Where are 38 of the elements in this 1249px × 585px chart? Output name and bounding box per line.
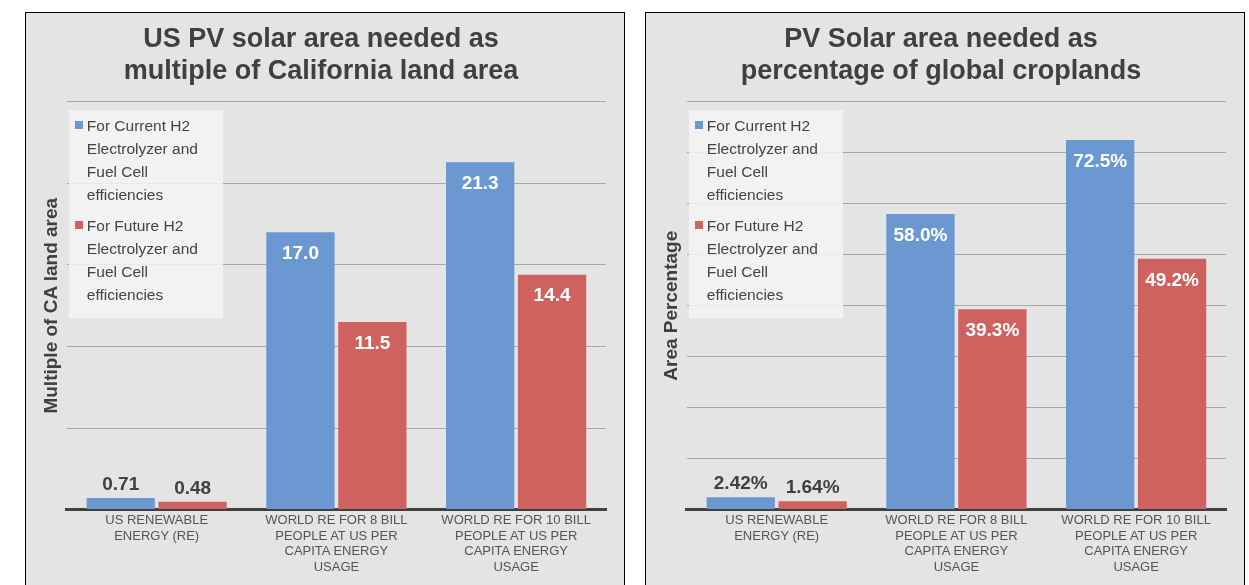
- data-label: 1.64%: [785, 475, 840, 497]
- y-axis-title: Area Percentage: [659, 230, 681, 381]
- chart-title: PV Solar area needed as percentage of global croplands: [740, 22, 1142, 86]
- legend-label: For Current H2 Electrolyzer and Fuel Cell efficiencies: [86, 115, 199, 205]
- data-label: 21.3: [461, 171, 499, 193]
- x-tick-label: WORLD RE FOR 8 BILL PEOPLE AT US PER CAPITA ENERGY USAGE: [885, 511, 1028, 574]
- data-label: 39.3%: [965, 319, 1020, 340]
- bar: [86, 498, 155, 510]
- y-axis-title: Multiple of CA land area: [39, 197, 61, 414]
- data-label: 11.5: [354, 331, 391, 353]
- bar: [958, 309, 1027, 510]
- data-label: 14.4: [533, 284, 571, 306]
- x-tick-label: WORLD RE FOR 10 BILL PEOPLE AT US PER CAPITA ENERGY USAGE: [1061, 511, 1211, 574]
- x-tick-label: WORLD RE FOR 8 BILL PEOPLE AT US PER CAPITA ENERGY USAGE: [265, 511, 408, 574]
- bar: [778, 501, 847, 510]
- data-label: 0.48: [174, 476, 212, 498]
- legend-label: For Current H2 Electrolyzer and Fuel Cell efficiencies: [706, 115, 819, 205]
- x-tick-label: WORLD RE FOR 10 BILL PEOPLE AT US PER CAPITA ENERGY USAGE: [441, 511, 591, 574]
- x-tick-label: US RENEWABLE ENERGY (RE): [105, 511, 209, 543]
- data-label: 0.71: [102, 472, 140, 494]
- bar: [446, 162, 515, 510]
- legend-label: For Future H2 Electrolyzer and Fuel Cell efficiencies: [706, 215, 819, 305]
- bar: [1137, 258, 1207, 510]
- data-label: 2.42%: [713, 472, 768, 493]
- data-label: 49.2%: [1145, 268, 1200, 290]
- bar: [338, 322, 407, 510]
- chart-title: US PV solar area needed as multiple of California land area: [123, 22, 520, 86]
- bar: [158, 501, 227, 510]
- data-label: 58.0%: [893, 223, 948, 245]
- bar: [886, 213, 955, 510]
- x-tick-label: US RENEWABLE ENERGY (RE): [725, 511, 829, 543]
- bar: [1066, 140, 1135, 510]
- bar: [517, 274, 587, 510]
- data-label: 72.5%: [1073, 149, 1128, 171]
- data-label: 17.0: [281, 242, 319, 264]
- legend-label: For Future H2 Electrolyzer and Fuel Cell efficiencies: [86, 215, 199, 305]
- bar: [706, 497, 775, 510]
- bar: [266, 232, 335, 510]
